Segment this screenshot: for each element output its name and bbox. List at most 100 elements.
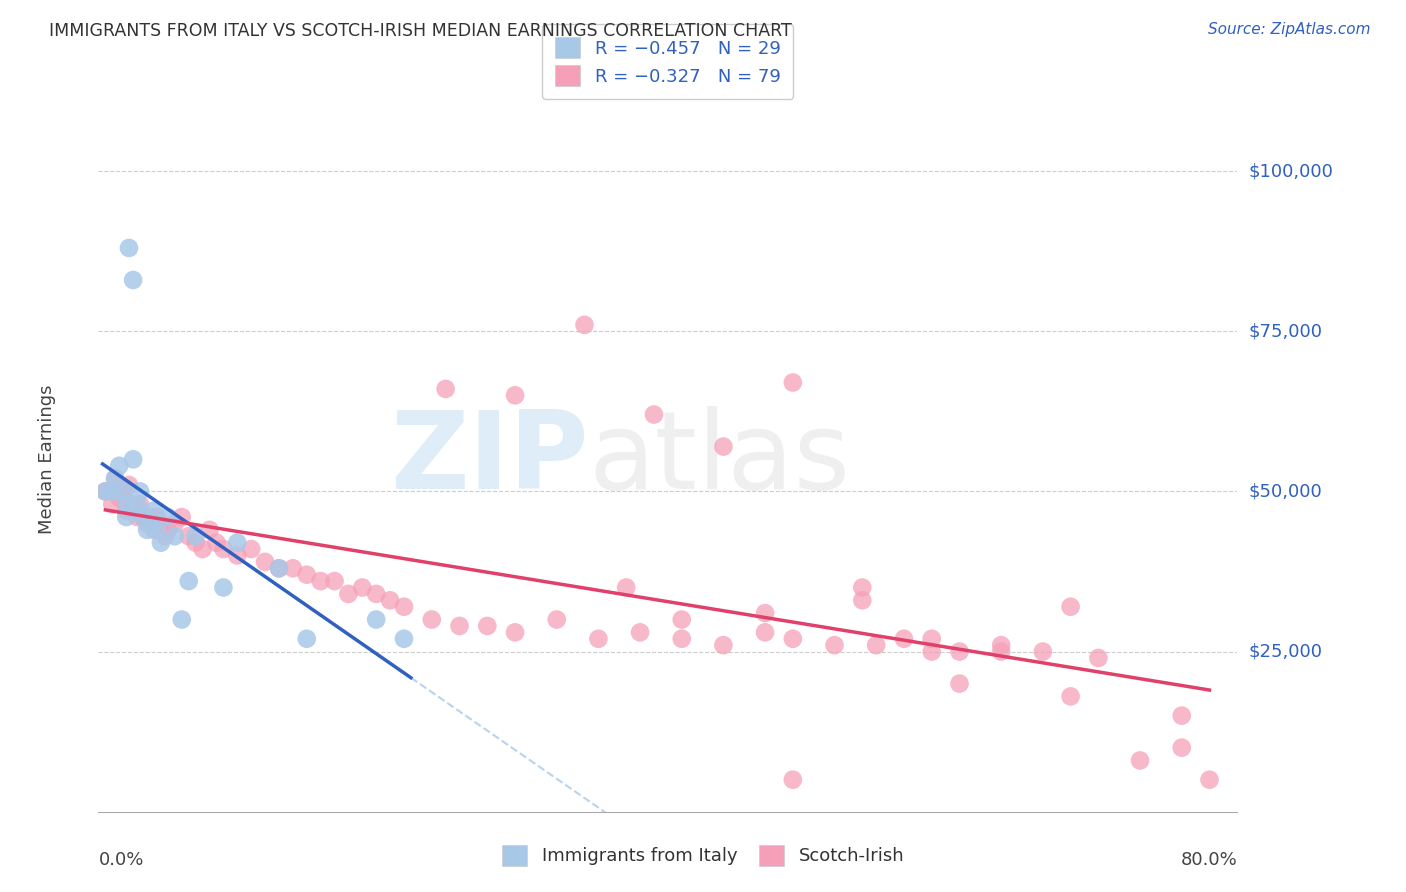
Point <box>122 452 145 467</box>
Text: 0.0%: 0.0% <box>98 851 143 869</box>
Point <box>115 497 138 511</box>
Text: $75,000: $75,000 <box>1249 322 1323 340</box>
Text: $100,000: $100,000 <box>1249 162 1333 180</box>
Point <box>628 625 651 640</box>
Point <box>132 510 155 524</box>
Point <box>129 484 152 499</box>
Point <box>948 644 970 658</box>
Point <box>149 535 172 549</box>
Point <box>141 516 163 531</box>
Point <box>108 458 131 473</box>
Point <box>782 772 804 787</box>
Point <box>295 567 318 582</box>
Point <box>226 549 249 563</box>
Point <box>281 561 304 575</box>
Point <box>205 535 228 549</box>
Point <box>754 606 776 620</box>
Point <box>170 613 193 627</box>
Point <box>588 632 610 646</box>
Point <box>1198 772 1220 787</box>
Point <box>122 497 145 511</box>
Point <box>94 484 117 499</box>
Point <box>226 535 249 549</box>
Text: Source: ZipAtlas.com: Source: ZipAtlas.com <box>1208 22 1371 37</box>
Point <box>177 574 200 588</box>
Point <box>990 638 1012 652</box>
Point <box>392 632 415 646</box>
Point <box>378 593 401 607</box>
Point <box>170 510 193 524</box>
Point <box>163 529 186 543</box>
Point <box>352 581 374 595</box>
Point <box>141 510 163 524</box>
Point <box>309 574 332 588</box>
Point <box>990 644 1012 658</box>
Point <box>948 676 970 690</box>
Point <box>1170 740 1192 755</box>
Point <box>143 503 166 517</box>
Point <box>177 529 200 543</box>
Point <box>754 625 776 640</box>
Point <box>434 382 457 396</box>
Point <box>132 510 155 524</box>
Point <box>104 472 127 486</box>
Point <box>136 516 159 531</box>
Point <box>574 318 596 332</box>
Text: $25,000: $25,000 <box>1249 642 1323 661</box>
Point <box>643 408 665 422</box>
Point <box>122 273 145 287</box>
Point <box>851 581 873 595</box>
Point <box>1170 708 1192 723</box>
Point <box>108 491 131 505</box>
Text: IMMIGRANTS FROM ITALY VS SCOTCH-IRISH MEDIAN EARNINGS CORRELATION CHART: IMMIGRANTS FROM ITALY VS SCOTCH-IRISH ME… <box>49 22 792 40</box>
Point <box>112 484 135 499</box>
Point <box>143 523 166 537</box>
Point <box>240 542 263 557</box>
Point <box>503 388 526 402</box>
Point <box>156 523 179 537</box>
Text: 80.0%: 80.0% <box>1181 851 1237 869</box>
Point <box>198 523 221 537</box>
Point <box>129 497 152 511</box>
Point <box>921 632 943 646</box>
Point <box>112 484 135 499</box>
Point <box>149 516 172 531</box>
Text: ZIP: ZIP <box>389 407 588 512</box>
Point <box>713 440 735 454</box>
Legend: Immigrants from Italy, Scotch-Irish: Immigrants from Italy, Scotch-Irish <box>489 832 917 879</box>
Text: atlas: atlas <box>588 407 851 512</box>
Point <box>163 516 186 531</box>
Point <box>101 497 124 511</box>
Point <box>1059 690 1081 704</box>
Point <box>295 632 318 646</box>
Point <box>127 510 149 524</box>
Point <box>212 581 235 595</box>
Point <box>104 472 127 486</box>
Point <box>713 638 735 652</box>
Point <box>115 503 138 517</box>
Point <box>136 523 159 537</box>
Point <box>145 510 167 524</box>
Point <box>323 574 346 588</box>
Point <box>1129 754 1152 768</box>
Point <box>267 561 290 575</box>
Point <box>254 555 277 569</box>
Point <box>101 484 124 499</box>
Point <box>392 599 415 614</box>
Point <box>118 478 141 492</box>
Point <box>921 644 943 658</box>
Point <box>145 523 167 537</box>
Point <box>366 613 388 627</box>
Point <box>420 613 443 627</box>
Point <box>337 587 360 601</box>
Point <box>449 619 471 633</box>
Point <box>865 638 887 652</box>
Point <box>671 632 693 646</box>
Text: Median Earnings: Median Earnings <box>38 384 56 534</box>
Point <box>824 638 846 652</box>
Point <box>115 510 138 524</box>
Point <box>153 529 176 543</box>
Point <box>503 625 526 640</box>
Point <box>267 561 290 575</box>
Point <box>212 542 235 557</box>
